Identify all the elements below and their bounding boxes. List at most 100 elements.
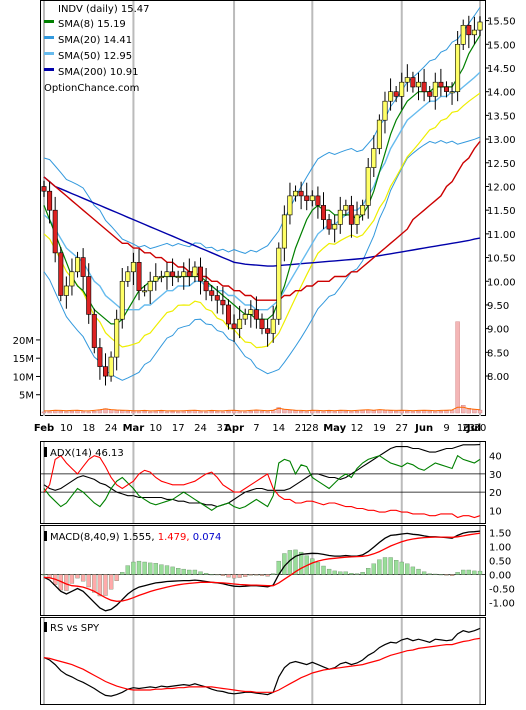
legend-swatch-sma8 xyxy=(44,20,54,23)
volume-bar xyxy=(120,410,125,414)
rs-series-line xyxy=(43,627,481,697)
macd-histogram-bar xyxy=(399,561,404,575)
volume-bar xyxy=(349,411,354,414)
macd-tick-label: 1.50 xyxy=(489,529,511,540)
date-label: 18 xyxy=(82,423,95,434)
volume-bar xyxy=(455,321,460,414)
candle-body xyxy=(471,29,477,36)
candle-body xyxy=(63,285,69,296)
candle-body xyxy=(265,328,271,334)
candle-body xyxy=(332,224,338,230)
sma20-line xyxy=(43,71,481,311)
legend-swatch-sma20 xyxy=(44,36,54,39)
volume-bar xyxy=(326,411,332,414)
date-label: 21 xyxy=(295,423,308,434)
volume-bar xyxy=(405,411,410,414)
adx-series-line xyxy=(43,454,481,519)
volume-bar xyxy=(164,411,170,414)
date-label: May xyxy=(323,423,346,434)
rs-legend-marker xyxy=(44,622,47,632)
macd-histogram-bar xyxy=(80,574,86,582)
macd-tick-label: -0.50 xyxy=(489,585,515,596)
macd-histogram-bar xyxy=(466,569,471,575)
candle-body xyxy=(52,209,58,254)
volume-bar xyxy=(53,410,58,414)
macd-series xyxy=(41,530,485,612)
candle-body xyxy=(58,252,64,296)
candle-body xyxy=(91,314,97,348)
date-label: 31 xyxy=(217,423,230,434)
macd-histogram-bar xyxy=(97,574,103,597)
macd-histogram-bar xyxy=(321,565,326,575)
price-tick-label: 14.50 xyxy=(487,64,516,75)
volume-bar xyxy=(231,410,237,414)
macd-histogram-bar xyxy=(220,574,226,576)
volume-bar xyxy=(237,411,242,414)
macd-histogram-bar xyxy=(271,573,276,575)
candle-body xyxy=(360,205,366,216)
candle-body xyxy=(147,280,153,292)
candle-body xyxy=(192,266,198,277)
candle-body xyxy=(130,261,136,273)
volume-bar xyxy=(360,410,365,414)
candle-body xyxy=(477,21,483,31)
candle-body xyxy=(399,81,405,97)
macd-histogram-bar xyxy=(187,569,192,575)
candle-body xyxy=(69,271,75,287)
volume-bar xyxy=(192,410,198,414)
candle-body xyxy=(365,167,371,206)
macd-histogram-bar xyxy=(298,551,304,575)
macd-histogram-bar xyxy=(293,549,298,575)
candle-body xyxy=(242,314,248,320)
volume-bar xyxy=(181,411,186,414)
date-label: 30 xyxy=(474,423,487,434)
volume-bar xyxy=(47,411,52,414)
candle-body xyxy=(226,304,232,325)
macd-histogram-bar xyxy=(433,573,438,575)
candle-body xyxy=(460,24,466,45)
candle-body xyxy=(231,323,237,329)
macd-histogram-bar xyxy=(103,574,108,596)
macd-histogram-bar xyxy=(243,574,248,577)
rs-series xyxy=(43,627,481,697)
volume-bar xyxy=(371,410,376,414)
volume-bar xyxy=(92,411,97,414)
legend-sma8: SMA(8) 15.19 xyxy=(58,19,126,30)
adx-tick-label: 40 xyxy=(489,452,502,463)
volume-bar xyxy=(399,410,404,414)
volume-bar xyxy=(394,411,399,414)
macd-histogram-bar xyxy=(354,573,360,575)
date-label: 10 xyxy=(149,423,162,434)
legend-swatch-sma50 xyxy=(44,52,54,55)
volume-bar xyxy=(159,411,164,414)
date-label: 9 xyxy=(443,423,449,434)
macd-legend-text: MACD(8,40,9) 1.555, 1.479, 0.074 xyxy=(50,532,221,543)
macd-histogram-bar xyxy=(310,558,315,575)
volume-bar xyxy=(175,411,181,414)
macd-histogram-bar xyxy=(360,572,365,575)
date-label: 19 xyxy=(373,423,386,434)
price-tick-label: 10.00 xyxy=(487,277,516,288)
macd-histogram-bar xyxy=(125,565,130,575)
macd-histogram-bar xyxy=(366,568,371,575)
candle-body xyxy=(198,266,204,282)
candle-body xyxy=(315,195,321,206)
macd-histogram-bar xyxy=(108,574,114,590)
macd-histogram-bar xyxy=(231,574,237,579)
candle-body xyxy=(41,186,47,192)
candle-body xyxy=(466,24,472,36)
adx-series-line xyxy=(43,454,481,511)
volume-bar xyxy=(114,410,119,414)
candle-body xyxy=(80,257,86,277)
adx-tick-label: 30 xyxy=(489,470,502,481)
adx-series xyxy=(41,444,485,519)
price-tick-label: 12.50 xyxy=(487,159,516,170)
macd-histogram-bar xyxy=(86,574,91,588)
macd-histogram-bar xyxy=(388,557,393,575)
candle-body xyxy=(220,299,226,306)
volume-tick-label: 5M xyxy=(19,391,34,402)
date-label: 23 xyxy=(462,423,475,434)
volume-bar xyxy=(97,409,103,414)
